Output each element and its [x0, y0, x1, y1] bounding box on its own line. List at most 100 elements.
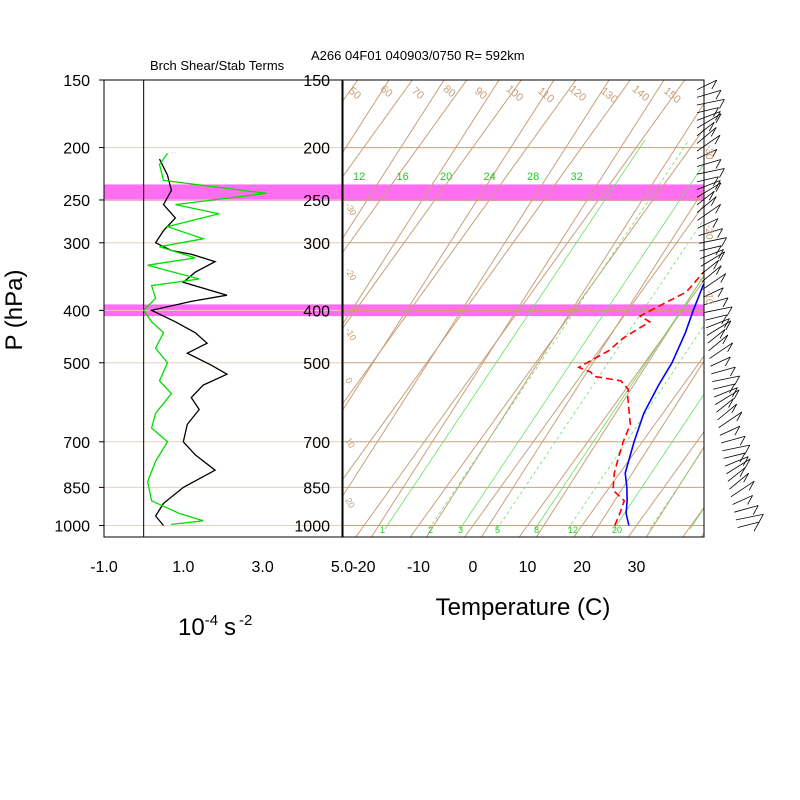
wind-barb-flag: [724, 356, 731, 367]
wind-barb-flag: [714, 134, 721, 145]
wind-barb-flag: [715, 245, 722, 255]
dry-adiabat-line: [343, 80, 610, 497]
isotherm-line: [792, 80, 800, 537]
isotherm-label: 20: [343, 496, 357, 510]
y-tick-label: 150: [63, 73, 90, 90]
wind-barb-flag: [739, 436, 746, 446]
wind-barb: [700, 251, 725, 267]
wind-barb: [729, 472, 749, 490]
left-x-axis-label: 10-4 s -2: [178, 612, 252, 641]
x-tick-label: 20: [573, 559, 591, 576]
wind-barb-flag: [736, 411, 743, 422]
wind-barb: [722, 444, 750, 452]
wind-barb-flag: [710, 196, 717, 206]
isotherm-label: -30: [703, 145, 714, 160]
y-tick-label: 1000: [294, 519, 330, 536]
wind-barb-flag: [742, 456, 749, 466]
dry-adiabat-line: [343, 80, 500, 325]
y-tick-label: 400: [63, 303, 90, 320]
wind-barb-flag: [715, 90, 722, 100]
x-tick-label: -10: [407, 559, 430, 576]
wind-barb: [696, 134, 721, 152]
wind-barb-flag: [731, 403, 738, 414]
mixing-ratio-label: 16: [397, 171, 409, 183]
wind-barb: [724, 456, 749, 467]
theta-label: 70: [409, 85, 426, 102]
isotherm-line: [343, 80, 522, 329]
wind-barb-flag: [715, 265, 722, 275]
wind-barb: [697, 218, 719, 229]
mixing-ratio-line: [689, 507, 704, 530]
wind-barb-flag: [722, 297, 729, 308]
wind-barb: [735, 513, 764, 521]
isotherm-line: [627, 430, 704, 537]
y-tick-label: 700: [63, 435, 90, 452]
dry-adiabat-line: [700, 532, 704, 537]
isotherm-line: [343, 80, 413, 178]
mixing-ratio-label: 1: [380, 525, 385, 535]
mixing-ratio-label: 8: [534, 525, 539, 535]
theta-label: 150: [661, 85, 683, 106]
wind-barb: [723, 452, 746, 459]
wind-barb-flag: [725, 320, 732, 331]
dry-adiabat-line: [590, 360, 704, 537]
dry-adiabat-line: [343, 80, 445, 239]
wind-barb: [711, 366, 736, 375]
wind-barb-flag: [710, 127, 717, 137]
y-tick-label: 850: [303, 480, 330, 497]
wind-barb-flag: [739, 452, 746, 463]
wind-barb-flag: [713, 260, 719, 270]
y-tick-label: 300: [63, 236, 90, 253]
y-tick-label: 150: [303, 73, 330, 90]
theta-label: 120: [567, 83, 589, 104]
theta-label: 130: [598, 85, 620, 106]
wind-barb-flag: [721, 314, 728, 325]
isotherm-label: -20: [343, 266, 358, 282]
wind-barb: [696, 176, 719, 183]
mixing-ratio-label: 20: [440, 171, 452, 183]
wind-barb: [696, 79, 717, 91]
mixing-ratio-line: [534, 275, 704, 530]
dry-adiabat-line: [0, 0, 218, 597]
mixing-ratio-label: 12: [353, 171, 365, 183]
wind-barb-flag: [747, 495, 753, 505]
wind-barb-flag: [708, 191, 715, 201]
wind-barb-flag: [753, 521, 760, 532]
wind-barb: [714, 387, 738, 398]
mixing-ratio-line: [459, 163, 704, 530]
wind-barb-flag: [733, 389, 740, 400]
y-tick-label: 300: [303, 236, 330, 253]
wind-barb-flag: [748, 481, 755, 491]
x-tick-label: -20: [352, 559, 375, 576]
wind-barb: [706, 320, 732, 336]
wind-barb-flag: [715, 182, 722, 192]
dry-adiabat-line: [370, 80, 665, 537]
wind-barb: [696, 98, 725, 106]
wind-barb-flag: [739, 467, 746, 477]
x-tick-label: 3.0: [252, 559, 274, 576]
isotherm-label: 10: [343, 436, 357, 450]
dry-adiabat-line: [343, 80, 390, 153]
dry-adiabat-line: [535, 274, 704, 537]
wind-barb: [696, 127, 717, 144]
wind-barb: [713, 383, 735, 390]
isotherm-line: [343, 80, 468, 253]
isotherm-line: [343, 80, 577, 405]
wind-barb-flag: [719, 99, 725, 109]
wind-barb: [696, 196, 717, 213]
dry-adiabat-line: [425, 102, 704, 537]
wind-barb: [703, 287, 724, 298]
isotherm-label: -20: [703, 225, 714, 240]
wind-barb-flag: [719, 251, 726, 262]
x-axis-label: Temperature (C): [436, 594, 611, 621]
theta-label: 110: [535, 85, 556, 105]
wind-barb-flag: [744, 444, 751, 455]
wind-barb: [737, 521, 760, 528]
wind-barb: [696, 121, 715, 137]
stability-term-line: [142, 153, 267, 526]
wind-barb: [734, 505, 759, 513]
wind-barb-flag: [721, 237, 727, 247]
isotherm-label: -10: [703, 290, 714, 305]
wind-barb-flag: [729, 366, 736, 377]
